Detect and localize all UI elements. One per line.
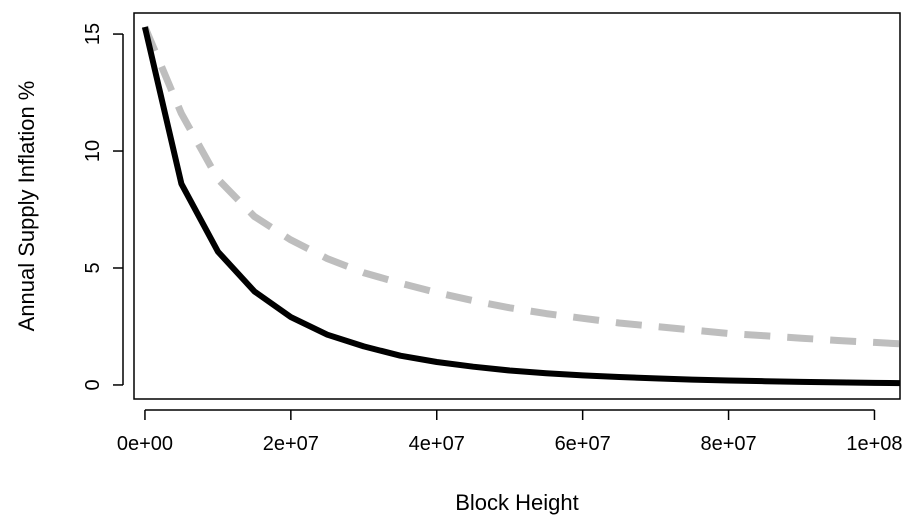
y-tick-label: 0: [82, 379, 104, 390]
x-tick-label: 8e+07: [700, 433, 756, 455]
y-tick-label: 10: [82, 140, 104, 162]
series-line-solid: [141, 26, 901, 387]
x-tick-label: 2e+07: [263, 433, 319, 455]
x-tick-label: 6e+07: [555, 433, 611, 455]
y-axis-label: Annual Supply Inflation %: [14, 81, 39, 332]
x-tick-label: 0e+00: [117, 433, 173, 455]
y-axis: 0 5 10 15: [82, 23, 124, 391]
plot-frame: [133, 12, 901, 400]
x-tick-label: 1e+08: [846, 433, 902, 455]
y-tick-label: 5: [82, 262, 104, 273]
x-axis-label: Block Height: [455, 490, 579, 515]
x-axis: 0e+00 2e+07 4e+07 6e+07 8e+07 1e+08: [117, 409, 903, 455]
y-tick-label: 15: [82, 23, 104, 45]
x-tick-label: 4e+07: [409, 433, 465, 455]
series-layer: [141, 25, 901, 387]
